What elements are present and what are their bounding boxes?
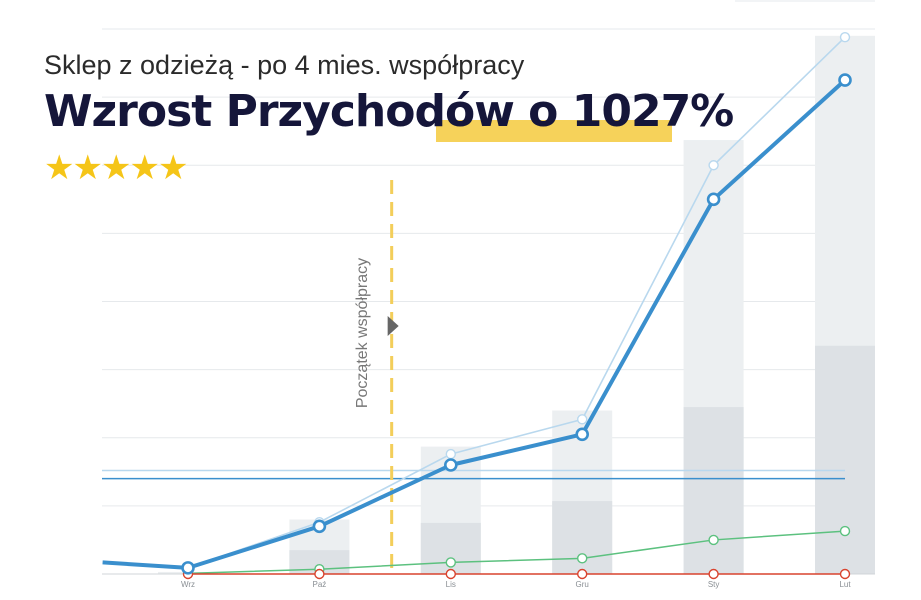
x-tick-label: Paź bbox=[313, 580, 327, 589]
star-icon: ★ bbox=[100, 149, 132, 187]
red-series-point bbox=[577, 568, 588, 580]
chart-title: Wzrost Przychodów o 1027% bbox=[44, 86, 734, 137]
red-series-point bbox=[708, 568, 719, 580]
revenue-series-point bbox=[838, 73, 852, 87]
revenue-light-series-point bbox=[577, 414, 588, 425]
revenue-series-point bbox=[443, 458, 458, 472]
x-tick-label: Lis bbox=[446, 580, 456, 589]
revenue-light-series-point bbox=[708, 160, 719, 171]
star-icon: ★ bbox=[157, 149, 189, 187]
revenue-light-series-line bbox=[187, 36, 846, 569]
x-tick-label: Wrz bbox=[181, 580, 195, 589]
red-series-point bbox=[314, 568, 325, 580]
green-series-point bbox=[839, 525, 851, 537]
green-series-line bbox=[187, 530, 846, 575]
x-tick-label: Gru bbox=[576, 580, 589, 589]
revenue-series-point bbox=[706, 192, 721, 207]
star-icon: ★ bbox=[72, 149, 103, 187]
x-tick-label: Sty bbox=[708, 580, 720, 589]
revenue-series-point bbox=[575, 427, 590, 442]
star-icon: ★ bbox=[129, 149, 160, 187]
title-highlight-mark bbox=[436, 120, 672, 142]
revenue-light-series-point bbox=[445, 448, 456, 460]
red-series-point bbox=[445, 568, 456, 580]
chart-subtitle: Sklep z odzieżą - po 4 mies. współpracy bbox=[44, 50, 525, 80]
revenue-light-series-point bbox=[839, 31, 851, 43]
bar-segment bbox=[683, 407, 744, 574]
green-series-point bbox=[708, 534, 719, 546]
chart-title-wrap: Wzrost Przychodów o 1027% bbox=[44, 86, 734, 142]
cooperation-start-label: Początek współpracy bbox=[354, 257, 371, 409]
revenue-series-point bbox=[312, 519, 327, 534]
bar-segment bbox=[815, 345, 875, 574]
revenue-series-point bbox=[181, 561, 195, 575]
star-icon: ★ bbox=[44, 149, 75, 187]
green-series-point bbox=[445, 557, 456, 568]
marker-arrow-icon bbox=[387, 316, 399, 336]
x-tick-label: Lut bbox=[839, 580, 851, 589]
red-series-point bbox=[839, 568, 851, 580]
green-series-point bbox=[577, 553, 588, 564]
rating-stars: ★★★★★ bbox=[44, 148, 189, 188]
